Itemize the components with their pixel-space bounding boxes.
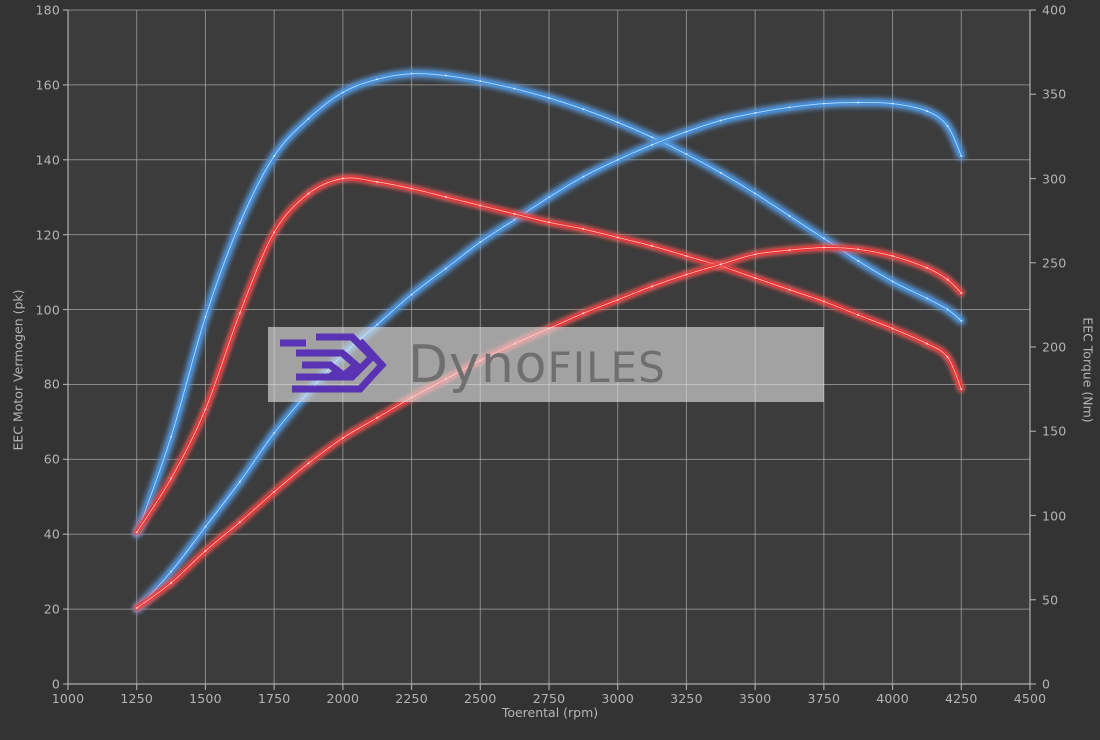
y-tick-right-250: 250 xyxy=(1042,255,1067,271)
y-tick-left-40: 40 xyxy=(43,526,60,542)
y-tick-right-50: 50 xyxy=(1042,592,1059,608)
y-tick-left-80: 80 xyxy=(43,376,60,392)
y-tick-right-350: 350 xyxy=(1042,86,1067,102)
y-axis-right-title: EEC Torque (Nm) xyxy=(1080,317,1096,423)
y-axis-left-title: EEC Motor Vermogen (pk) xyxy=(10,289,26,451)
y-tick-right-200: 200 xyxy=(1042,339,1067,355)
series-2 xyxy=(133,175,965,536)
series-0 xyxy=(133,70,965,538)
y-tick-right-0: 0 xyxy=(1042,676,1051,692)
grid-lines xyxy=(63,9,1036,690)
series-3 xyxy=(133,244,965,611)
x-tick-4000: 4000 xyxy=(876,691,909,706)
y-tick-right-100: 100 xyxy=(1042,508,1067,523)
y-tick-left-180: 180 xyxy=(35,2,60,18)
x-tick-1750: 1750 xyxy=(257,691,291,706)
x-tick-2500: 2500 xyxy=(463,691,497,706)
y-tick-left-20: 20 xyxy=(43,601,60,617)
y-tick-left-120: 120 xyxy=(35,227,60,243)
y-tick-left-60: 60 xyxy=(43,451,60,467)
series-1 xyxy=(133,99,965,613)
y-tick-left-160: 160 xyxy=(35,77,60,93)
x-tick-1250: 1250 xyxy=(120,691,154,706)
y-tick-left-140: 140 xyxy=(35,152,60,168)
x-tick-1500: 1500 xyxy=(189,691,222,706)
x-tick-3750: 3750 xyxy=(807,691,841,706)
x-tick-4250: 4250 xyxy=(944,691,978,706)
y-tick-right-400: 400 xyxy=(1042,2,1067,18)
x-tick-2250: 2250 xyxy=(395,691,428,706)
x-tick-4500: 4500 xyxy=(1013,691,1047,706)
y-tick-left-0: 0 xyxy=(51,676,60,692)
x-tick-1000: 1000 xyxy=(51,691,85,706)
plot-area xyxy=(63,9,1036,690)
series-curves xyxy=(133,70,965,613)
y-tick-left-100: 100 xyxy=(35,302,60,318)
x-tick-2000: 2000 xyxy=(326,691,360,706)
y-tick-right-150: 150 xyxy=(1042,423,1067,439)
y-tick-right-300: 300 xyxy=(1042,171,1067,186)
x-tick-2750: 2750 xyxy=(532,691,566,706)
x-tick-3000: 3000 xyxy=(601,691,635,706)
x-tick-3250: 3250 xyxy=(670,691,703,706)
x-tick-3500: 3500 xyxy=(738,691,772,706)
x-axis-title: Toerental (rpm) xyxy=(501,705,599,720)
